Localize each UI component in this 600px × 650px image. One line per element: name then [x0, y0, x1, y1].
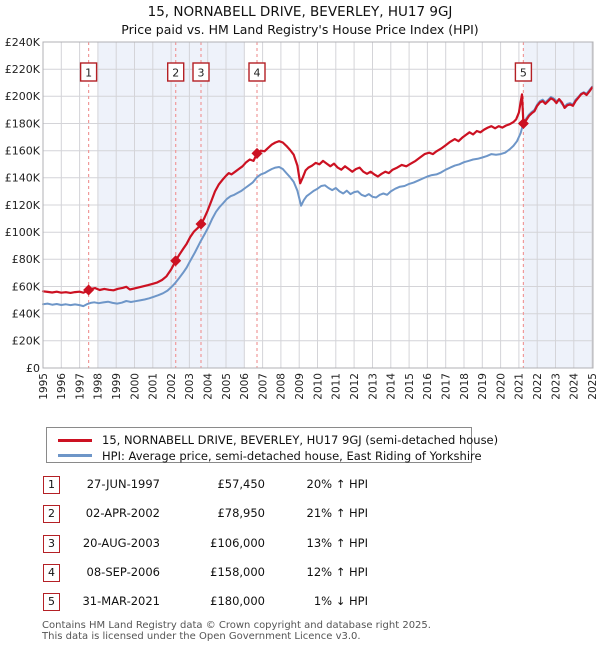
- svg-text:£240K: £240K: [5, 36, 41, 49]
- svg-text:4: 4: [254, 67, 261, 80]
- table-row: 2 02-APR-2002 £78,950 21% ↑ HPI: [0, 505, 600, 525]
- svg-text:2024: 2024: [569, 373, 581, 400]
- price-paid-line: [41, 86, 594, 294]
- hpi-line-swatch: [58, 454, 92, 457]
- svg-text:£200K: £200K: [5, 90, 41, 103]
- sale-number-boxes: 1 2 3 4 5: [79, 62, 533, 82]
- svg-text:2010: 2010: [312, 373, 324, 400]
- svg-text:3: 3: [198, 67, 205, 80]
- sale-number-badge: 5: [43, 593, 60, 612]
- page-title: 15, NORNABELL DRIVE, BEVERLEY, HU17 9GJ: [147, 4, 453, 20]
- svg-text:£60K: £60K: [12, 280, 41, 293]
- svg-text:2013: 2013: [367, 373, 379, 400]
- chart-legend: 15, NORNABELL DRIVE, BEVERLEY, HU17 9GJ …: [46, 427, 498, 463]
- svg-text:£180K: £180K: [5, 117, 41, 130]
- legend-item-label: 15, NORNABELL DRIVE, BEVERLEY, HU17 9GJ …: [102, 433, 499, 447]
- sale-markers: [83, 118, 529, 296]
- svg-text:£120K: £120K: [5, 199, 41, 212]
- svg-text:2002: 2002: [166, 373, 178, 400]
- sale-date: 27-JUN-1997: [86, 477, 160, 491]
- table-row: 5 31-MAR-2021 £180,000 1% ↓ HPI: [0, 593, 600, 613]
- svg-text:1: 1: [85, 67, 92, 80]
- svg-text:2019: 2019: [477, 373, 489, 400]
- svg-text:1997: 1997: [74, 373, 86, 400]
- svg-text:2005: 2005: [221, 373, 233, 400]
- svg-text:2: 2: [172, 67, 179, 80]
- svg-text:5: 5: [520, 67, 527, 80]
- svg-text:2006: 2006: [239, 373, 251, 400]
- svg-text:2009: 2009: [294, 373, 306, 400]
- sale-date-lines: [87, 42, 525, 368]
- page-subtitle: Price paid vs. HM Land Registry's House …: [121, 22, 479, 37]
- sale-hpi-comparison: 20% ↑ HPI: [306, 477, 368, 491]
- sale-date: 02-APR-2002: [85, 506, 160, 521]
- svg-text:2004: 2004: [203, 373, 215, 400]
- svg-text:2017: 2017: [441, 373, 453, 400]
- footer-licence: This data is licensed under the Open Gov…: [42, 631, 361, 642]
- svg-text:£100K: £100K: [5, 226, 41, 239]
- sale-price: £78,950: [217, 506, 265, 521]
- legend-item: 15, NORNABELL DRIVE, BEVERLEY, HU17 9GJ …: [47, 432, 498, 448]
- sale-hpi-comparison: 12% ↑ HPI: [306, 564, 368, 579]
- svg-text:2001: 2001: [148, 373, 160, 400]
- svg-text:£20K: £20K: [12, 335, 41, 348]
- svg-text:£40K: £40K: [12, 308, 41, 321]
- svg-text:2021: 2021: [514, 373, 526, 400]
- svg-text:1998: 1998: [93, 373, 105, 400]
- sale-number-badge: 2: [43, 505, 60, 524]
- sale-number-badge: 4: [43, 563, 60, 582]
- svg-text:2000: 2000: [129, 373, 141, 400]
- sale-hpi-comparison: 1% ↓ HPI: [313, 594, 368, 609]
- sale-price: £106,000: [210, 535, 265, 550]
- table-row: 3 20-AUG-2003 £106,000 13% ↑ HPI: [0, 534, 600, 555]
- sale-hpi-comparison: 13% ↑ HPI: [306, 535, 368, 550]
- sale-date: 08-SEP-2006: [86, 564, 160, 579]
- sale-price: £57,450: [217, 477, 265, 491]
- sale-price: £180,000: [210, 594, 265, 609]
- svg-text:2020: 2020: [495, 373, 507, 400]
- svg-text:2014: 2014: [386, 373, 398, 400]
- sale-hpi-comparison: 21% ↑ HPI: [306, 506, 368, 521]
- svg-text:2025: 2025: [587, 373, 599, 400]
- price-paid-line-swatch: [58, 438, 92, 442]
- svg-text:2016: 2016: [422, 373, 434, 400]
- svg-text:£160K: £160K: [5, 145, 41, 158]
- x-axis-labels: 1995 1996 1997 1998 1999 2000 2001 2002 2003 2004…: [38, 373, 599, 400]
- svg-text:£220K: £220K: [5, 63, 41, 76]
- legend-item-label: HPI: Average price, semi-detached house,…: [102, 448, 482, 463]
- svg-text:2012: 2012: [349, 373, 361, 400]
- svg-text:2018: 2018: [459, 373, 471, 400]
- y-axis-labels: £0 £20K £40K £60K £80K £100K £120K £140K £160K £1…: [5, 36, 41, 375]
- svg-text:1999: 1999: [111, 373, 123, 400]
- svg-text:1995: 1995: [38, 373, 50, 400]
- sale-date: 31-MAR-2021: [82, 594, 160, 609]
- svg-text:£0: £0: [26, 362, 40, 375]
- svg-text:£80K: £80K: [12, 253, 41, 266]
- svg-text:2007: 2007: [257, 373, 269, 400]
- svg-text:2022: 2022: [532, 373, 544, 400]
- sale-date: 20-AUG-2003: [82, 535, 160, 550]
- table-row: 4 08-SEP-2006 £158,000 12% ↑ HPI: [0, 563, 600, 584]
- table-row: 1 27-JUN-1997 £57,450 20% ↑ HPI: [0, 476, 600, 496]
- legend-item: HPI: Average price, semi-detached house,…: [47, 448, 482, 464]
- svg-text:2023: 2023: [550, 373, 562, 400]
- footer-copyright: Contains HM Land Registry data © Crown c…: [42, 620, 431, 631]
- plot-border: [42, 41, 594, 369]
- sale-number-badge: 3: [43, 534, 60, 553]
- svg-text:£140K: £140K: [5, 172, 41, 185]
- svg-text:1996: 1996: [56, 373, 68, 400]
- svg-text:2003: 2003: [184, 373, 196, 400]
- svg-text:2015: 2015: [404, 373, 416, 400]
- sale-number-badge: 1: [43, 476, 60, 494]
- sale-price: £158,000: [210, 564, 265, 579]
- svg-text:2011: 2011: [331, 373, 343, 400]
- svg-text:2008: 2008: [276, 373, 288, 400]
